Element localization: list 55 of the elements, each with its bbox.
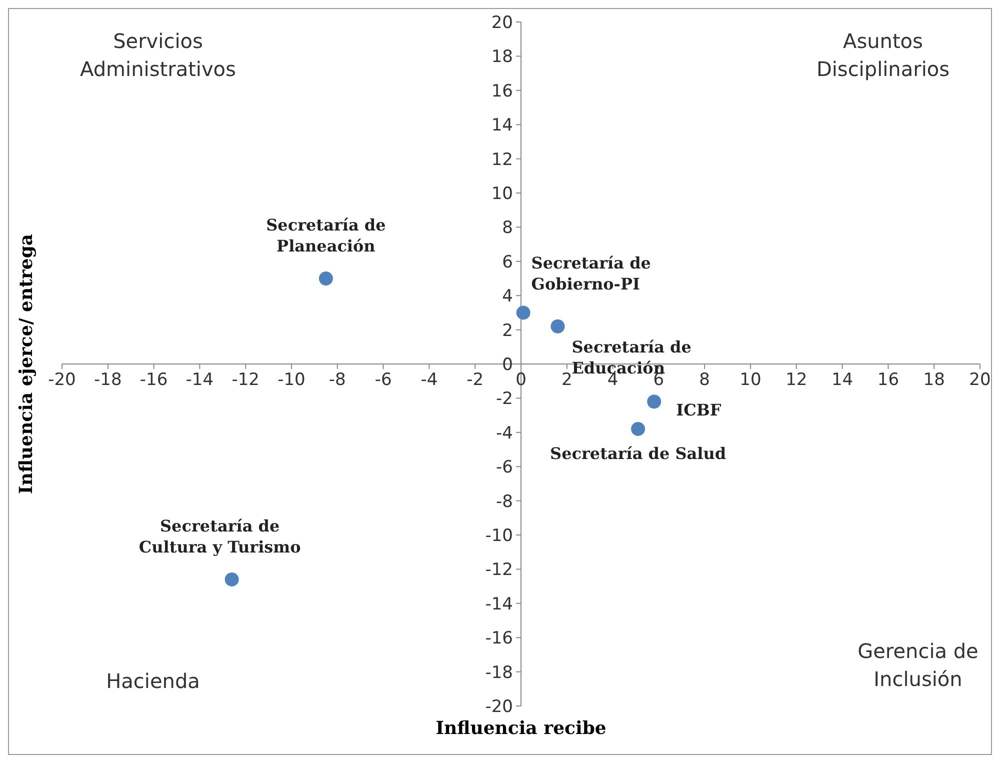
x-tick-label: -18: [94, 370, 122, 390]
y-tick-label: -20: [485, 697, 513, 717]
x-tick-label: 18: [923, 370, 945, 390]
y-tick-label: -10: [485, 526, 513, 546]
y-tick-label: -18: [485, 662, 513, 683]
y-axis-title: Influencia ejerce/ entrega: [16, 234, 37, 494]
x-tick-label: -14: [186, 370, 214, 390]
x-tick-label: -2: [466, 370, 484, 390]
y-tick-label: 18: [491, 47, 513, 68]
x-tick-label: -12: [232, 370, 260, 390]
x-tick-label: -4: [420, 370, 438, 390]
point: [224, 572, 239, 586]
x-tick-label: -10: [278, 370, 306, 390]
y-tick-label: -2: [496, 389, 513, 410]
x-tick-label: 12: [786, 370, 808, 390]
y-tick-label: 10: [491, 184, 513, 204]
y-tick-label: -8: [496, 492, 513, 512]
x-axis-title: Influencia recibe: [436, 718, 606, 739]
y-tick-label: -14: [485, 594, 513, 614]
annotation: Servicios Administrativos: [80, 29, 236, 81]
x-tick-label: -6: [374, 370, 392, 390]
x-tick-label: 14: [831, 370, 854, 390]
point: [318, 272, 333, 286]
y-tick-label: 12: [491, 150, 513, 170]
x-tick-label: 16: [877, 370, 900, 390]
y-tick-label: 6: [502, 252, 513, 272]
y-tick-label: 16: [491, 81, 513, 102]
y-tick-label: 14: [491, 116, 513, 136]
point: [550, 319, 565, 334]
x-tick-label: 20: [969, 370, 991, 390]
annotation: ICBF: [676, 400, 722, 420]
point: [647, 394, 662, 409]
annotation: Asuntos Disciplinarios: [816, 29, 950, 81]
annotation: Secretaría de Gobierno-PI: [531, 254, 651, 294]
annotation: Hacienda: [106, 669, 200, 693]
y-tick-label: -16: [485, 628, 513, 649]
annotation: Gerencia de Inclusión: [858, 639, 978, 691]
y-tick-label: -12: [485, 560, 513, 580]
x-tick-label: 8: [699, 370, 710, 390]
y-tick-label: 20: [491, 13, 513, 33]
y-tick-label: 2: [502, 320, 513, 341]
annotation: Secretaría de Planeación: [266, 216, 386, 256]
y-tick-label: 4: [502, 286, 513, 307]
annotation: Secretaría de Salud: [550, 444, 726, 463]
x-tick-label: -16: [140, 370, 168, 390]
y-tick-label: -4: [496, 423, 513, 444]
point: [631, 422, 646, 436]
y-tick-label: 8: [502, 218, 513, 238]
x-tick-label: -20: [48, 370, 76, 390]
y-tick-label: -6: [496, 458, 513, 478]
point: [516, 306, 530, 320]
annotation: Secretaría de Cultura y Turismo: [138, 516, 302, 556]
x-tick-label: 10: [740, 370, 762, 390]
x-tick-label: 2: [561, 370, 572, 390]
x-tick-label: -8: [328, 370, 346, 390]
